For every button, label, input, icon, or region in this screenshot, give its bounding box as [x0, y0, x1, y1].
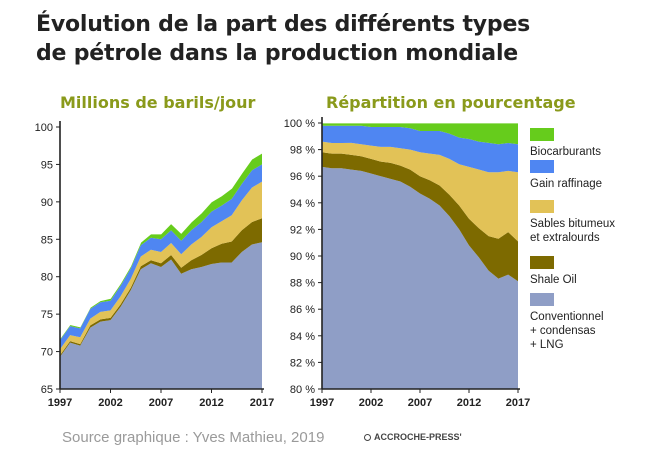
left-area-conventionnel-condensas-lng [60, 242, 262, 389]
right-area-biocarburants [322, 123, 518, 145]
left-ytick-label: 65 [41, 384, 53, 396]
legend-label: Shale Oil [530, 274, 577, 286]
legend-label: Gain raffinage [530, 178, 602, 190]
right-panel-title: Répartition en pourcentage [326, 93, 576, 112]
left-area-shale-oil [60, 218, 262, 357]
legend-label: Biocarburants [530, 146, 601, 158]
right-xtick-label: 2007 [408, 397, 432, 409]
legend-swatch [530, 256, 554, 269]
left-total-line [60, 152, 262, 340]
legend-label: et extralourds [530, 232, 600, 244]
right-area-shale-oil [322, 152, 518, 282]
left-xtick-label: 2012 [199, 397, 223, 409]
left-ytick-label: 100 [35, 122, 53, 134]
right-xtick-label: 1997 [310, 397, 334, 409]
legend: Biocarburants Gain raffinage Sables bitume… [530, 128, 615, 351]
legend-label: + condensas [530, 325, 596, 337]
legend-swatch [530, 128, 554, 141]
chart-title-line-1: Évolution de la part des différents type… [36, 12, 531, 37]
legend-swatch [530, 160, 554, 173]
right-areas [322, 123, 518, 389]
right-ytick-label: 86 % [290, 304, 315, 316]
left-area-gain-raffinage [60, 164, 262, 350]
right-ytick-label: 94 % [290, 198, 315, 210]
legend-label: + LNG [530, 339, 564, 351]
right-area-sables-bitumeux-et-extralourds [322, 141, 518, 242]
legend-label: Sables bitumeux [530, 218, 615, 230]
chart-title-line-2: de pétrole dans la production mondiale [36, 41, 519, 66]
legend-label: Conventionnel [530, 311, 604, 323]
right-ytick-label: 80 % [290, 384, 315, 396]
left-ytick-label: 85 [41, 234, 53, 246]
left-xtick-label: 2007 [149, 397, 173, 409]
left-ytick-label: 95 [41, 159, 53, 171]
left-areas [60, 152, 262, 389]
left-ytick-label: 80 [41, 272, 53, 284]
right-xtick-label: 2012 [457, 397, 481, 409]
right-ytick-label: 98 % [290, 145, 315, 157]
logo-text: ACCROCHE-PRESS' [374, 432, 462, 442]
left-chart: 65 70 75 80 85 90 95 100 1997 2002 2007 2012 2017 [35, 121, 274, 409]
left-area-sables-bitumeux-et-extralourds [60, 181, 262, 356]
left-ytick-label: 70 [41, 347, 53, 359]
source-credit: Source graphique : Yves Mathieu, 2019 [62, 429, 325, 446]
left-xtick-label: 2002 [98, 397, 122, 409]
right-area-gain-raffinage [322, 125, 518, 173]
logo-icon [364, 434, 371, 441]
right-ytick-label: 82 % [290, 357, 315, 369]
right-area-conventionnel-condensas-lng [322, 166, 518, 389]
right-ytick-label: 100 % [284, 118, 315, 130]
legend-swatch [530, 200, 554, 213]
chart-title: Évolution de la part des différents type… [36, 10, 636, 68]
legend-swatch [530, 293, 554, 306]
right-chart: 80 % 82 % 84 % 86 % 88 % 90 % 92 % 94 % 96 % 98 %… [284, 117, 530, 409]
left-ytick-label: 90 [41, 197, 53, 209]
publisher-logo: ACCROCHE-PRESS' [364, 432, 462, 442]
right-ytick-label: 88 % [290, 278, 315, 290]
right-ytick-label: 96 % [290, 171, 315, 183]
left-xtick-label: 2017 [250, 397, 274, 409]
right-ytick-label: 84 % [290, 331, 315, 343]
right-ytick-label: 92 % [290, 224, 315, 236]
left-xtick-label: 1997 [48, 397, 72, 409]
left-ytick-label: 75 [41, 309, 53, 321]
right-ytick-label: 90 % [290, 251, 315, 263]
right-xtick-label: 2017 [506, 397, 530, 409]
right-xtick-label: 2002 [359, 397, 383, 409]
left-panel-title: Millions de barils/jour [60, 93, 256, 112]
